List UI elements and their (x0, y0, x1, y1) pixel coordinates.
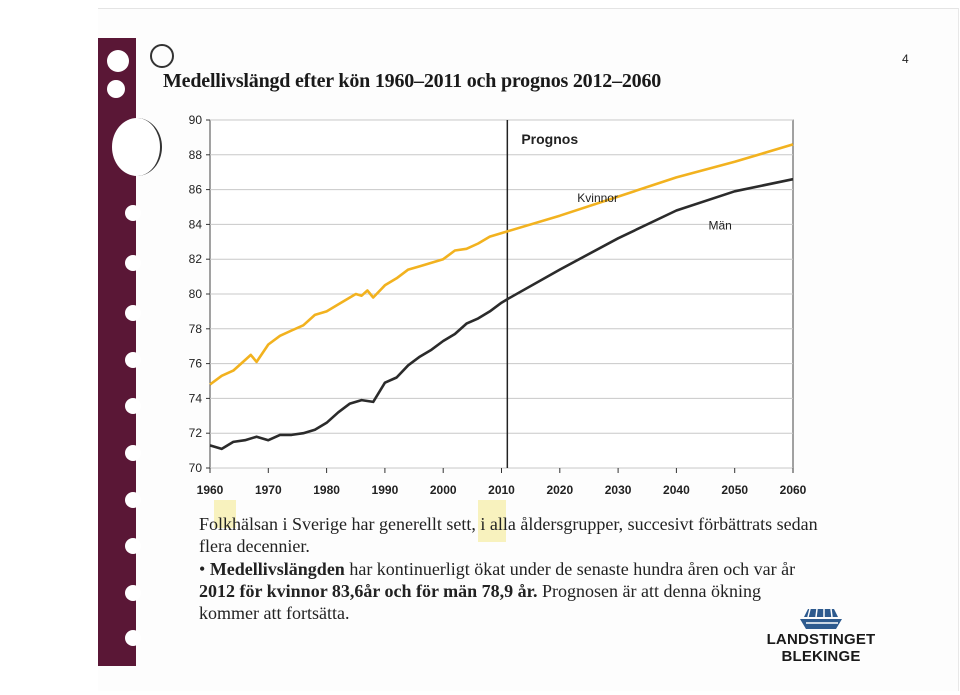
binder-hole-outline (150, 44, 174, 68)
binder-hole (125, 492, 141, 508)
slide-title: Medellivslängd efter kön 1960–2011 och p… (163, 70, 662, 92)
intro-paragraph: Folkhälsan i Sverige har generellt sett,… (199, 513, 819, 557)
y-tick-label: 86 (189, 183, 203, 197)
series-line-kvinnor (209, 143, 794, 386)
y-tick-label: 70 (189, 461, 203, 475)
x-tick-label: 2010 (488, 483, 515, 497)
y-tick-label: 78 (189, 322, 203, 336)
y-tick-label: 90 (189, 113, 203, 127)
binder-hole (125, 398, 141, 414)
x-tick-label: 1980 (313, 483, 340, 497)
page-number: 4 (902, 52, 909, 66)
chart-series (209, 143, 794, 451)
x-tick-label: 1960 (197, 483, 224, 497)
x-tick-label: 2060 (780, 483, 807, 497)
binder-hole (125, 585, 141, 601)
y-tick-label: 84 (189, 217, 203, 231)
x-tick-label: 2000 (430, 483, 457, 497)
y-tick-label: 74 (189, 391, 203, 405)
y-tick-label: 72 (189, 426, 203, 440)
bullet-marker: • (199, 559, 206, 579)
binder-hole (125, 538, 141, 554)
binder-hole (125, 352, 141, 368)
x-tick-label: 1970 (255, 483, 282, 497)
logo-text: LANDSTINGET BLEKINGE (766, 631, 876, 665)
chart-grid (209, 119, 794, 469)
text-highlight (214, 500, 236, 528)
bold-lead: Medellivslängden (209, 559, 345, 579)
x-tick-label: 2030 (605, 483, 632, 497)
chart-labels: Prognos Kvinnor Män (521, 131, 731, 233)
binder-hole (107, 80, 125, 98)
x-tick-label: 2040 (663, 483, 690, 497)
binder-hole-large (112, 118, 162, 176)
forecast-label: Prognos (521, 131, 578, 147)
text-highlight (478, 500, 506, 542)
bold-stats: 2012 för kvinnor 83,6år och för män 78,9… (199, 581, 538, 601)
bullet-paragraph: • Medellivslängden har kontinuerligt öka… (199, 558, 819, 624)
x-tick-label: 2050 (721, 483, 748, 497)
binder-hole (125, 630, 141, 646)
binder-hole (125, 305, 141, 321)
series-label-man: Män (708, 219, 731, 233)
life-expectancy-chart: 70 72 74 76 78 80 82 84 86 88 90 1960 1970 1980 1990 20… (189, 113, 807, 497)
y-tick-label: 76 (189, 357, 203, 371)
binder-hole (125, 445, 141, 461)
series-line-man (209, 177, 794, 451)
series-label-kvinnor: Kvinnor (577, 191, 618, 205)
y-tick-label: 80 (189, 287, 203, 301)
intro-text: Folkhälsan i Sverige har generellt sett,… (199, 514, 818, 556)
landstinget-blekinge-logo: LANDSTINGET BLEKINGE (726, 603, 916, 665)
x-tick-label: 2020 (546, 483, 573, 497)
bullet-text-mid: har kontinuerligt ökat under de senaste … (344, 559, 796, 579)
chart-axes: 70 72 74 76 78 80 82 84 86 88 90 1960 1970 1980 1990 20… (189, 113, 807, 497)
binder-hole (125, 255, 141, 271)
y-tick-label: 88 (189, 148, 203, 162)
binder-hole (125, 205, 141, 221)
binder-hole (107, 50, 129, 72)
y-tick-label: 82 (189, 252, 203, 266)
ship-logo-icon (800, 608, 842, 629)
x-tick-label: 1990 (372, 483, 399, 497)
bullet-text-end: Prognosen är att denna ökning kommer att… (199, 581, 761, 623)
